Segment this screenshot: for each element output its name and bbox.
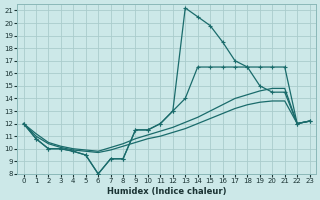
X-axis label: Humidex (Indice chaleur): Humidex (Indice chaleur): [107, 187, 226, 196]
